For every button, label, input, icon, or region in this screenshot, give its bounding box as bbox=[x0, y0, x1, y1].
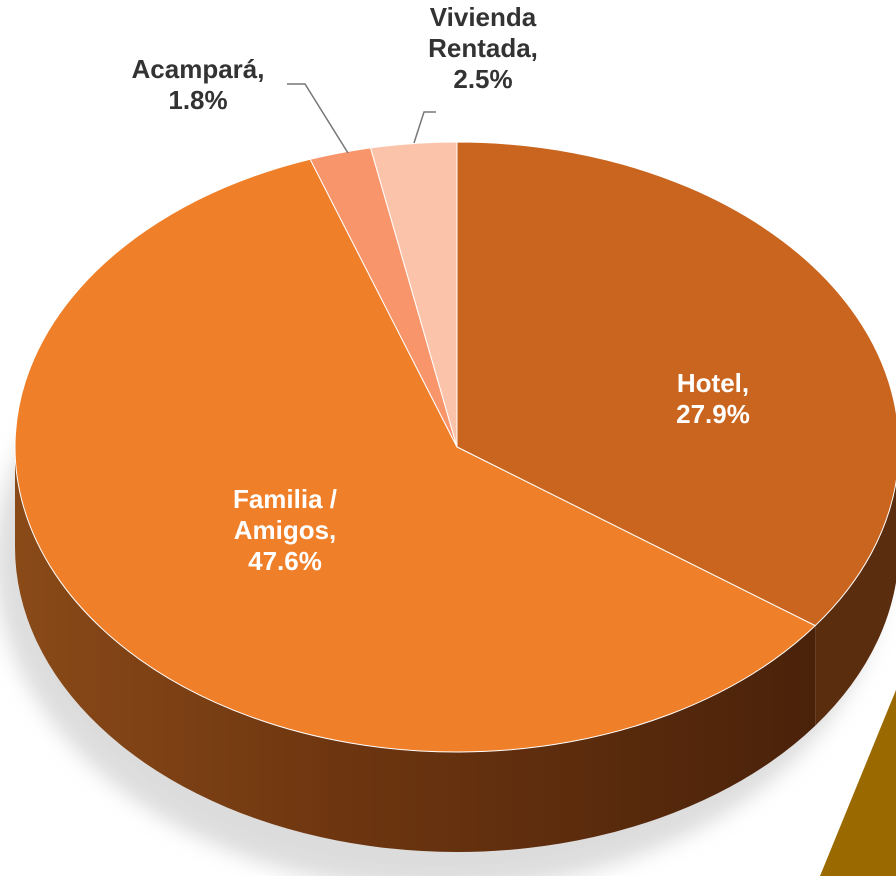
pie-top bbox=[14, 141, 896, 753]
data-label: Vivienda Rentada, 2.5% bbox=[398, 2, 568, 95]
category-label: Familia / Amigos, bbox=[232, 484, 338, 545]
category-label: Hotel, bbox=[676, 368, 750, 398]
value-label: 27.9% bbox=[676, 399, 750, 429]
data-label: Familia / Amigos, 47.6% bbox=[190, 484, 380, 577]
leader-line bbox=[287, 83, 349, 154]
value-label: 2.5% bbox=[453, 64, 513, 94]
pie-slice bbox=[456, 141, 896, 627]
leader-line bbox=[413, 111, 436, 144]
pie-slice bbox=[369, 141, 458, 448]
pie-slice bbox=[14, 158, 817, 753]
decor-shape bbox=[820, 690, 896, 876]
data-label: Hotel, 27.9% bbox=[613, 368, 813, 430]
pie-sides bbox=[15, 447, 896, 853]
value-label: 1.8% bbox=[168, 85, 228, 115]
pie-side bbox=[815, 482, 896, 726]
category-label: Vivienda Rentada, bbox=[428, 2, 538, 63]
data-label: Acampará, 1.8% bbox=[98, 54, 298, 116]
value-label: 47.6% bbox=[248, 546, 322, 576]
category-label: Acampará, bbox=[131, 54, 265, 84]
pie-side bbox=[15, 447, 816, 853]
